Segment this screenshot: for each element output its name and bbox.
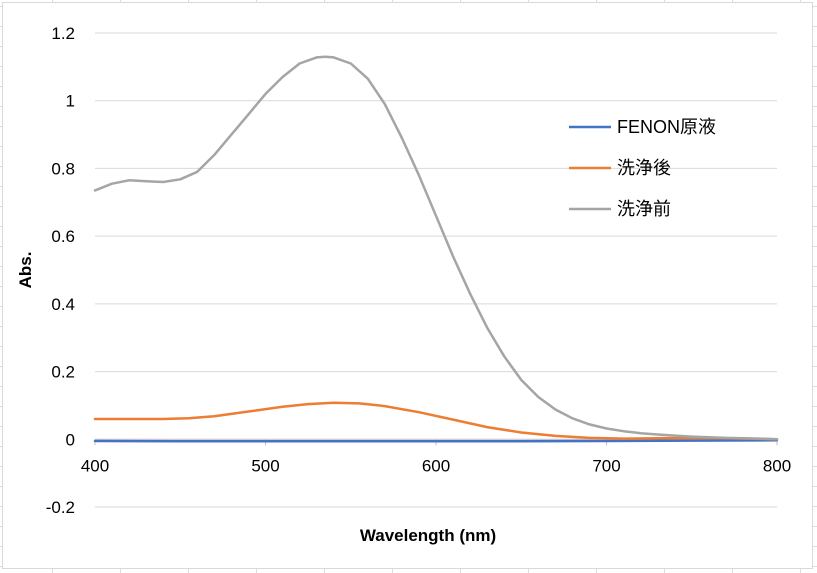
x-tick-label: 500 [251,456,279,475]
series-line-1 [93,401,779,441]
x-tick-label: 700 [592,456,620,475]
y-tick-label: 0.8 [51,159,75,178]
y-tick-label: 1 [66,92,75,111]
y-tick-label: 0 [66,430,75,449]
x-tick-label: 800 [763,456,791,475]
legend-label-1: 洗浄後 [617,158,671,178]
x-axis-tick-labels: 400 500 600 700 800 [81,456,791,475]
x-tick-label: 400 [81,456,109,475]
horizontal-gridlines [95,32,777,508]
y-axis-tick-labels: 1.2 1 0.8 0.6 0.4 0.2 0 -0.2 [46,24,75,517]
x-axis-title: Wavelength (nm) [360,526,496,545]
y-tick-label: 0.4 [51,295,75,314]
x-tick-label: 600 [422,456,450,475]
series-lines [93,55,779,443]
legend-label-2: 洗浄前 [617,199,671,219]
series-line-2 [93,55,779,441]
legend-label-0: FENON原液 [617,117,716,137]
y-tick-label: 0.6 [51,227,75,246]
series-line-0 [93,439,779,443]
y-axis-title: Abs. [16,252,35,289]
line-chart: 1.2 1 0.8 0.6 0.4 0.2 0 -0.2 400 500 600 700 800 Ab… [16,24,791,545]
y-tick-label: 0.2 [51,363,75,382]
y-tick-label: 1.2 [51,24,75,43]
y-tick-label: -0.2 [46,498,75,517]
